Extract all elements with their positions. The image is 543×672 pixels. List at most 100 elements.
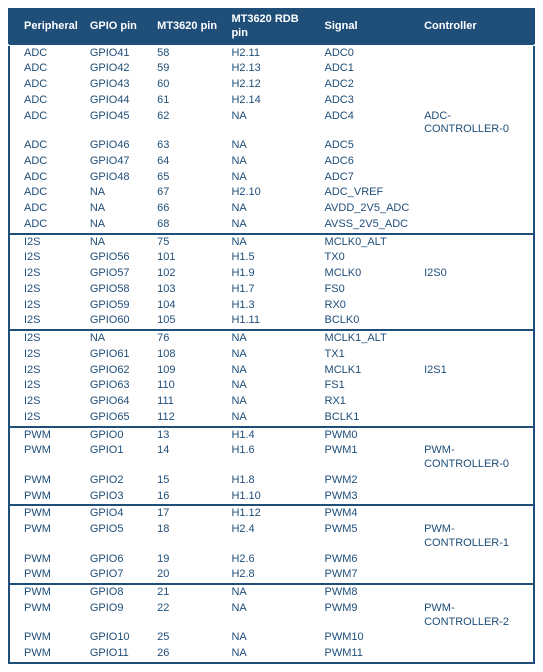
cell: ADC1 [319, 61, 419, 77]
cell [418, 646, 534, 663]
cell: I2S [9, 282, 84, 298]
cell: NA [84, 234, 151, 251]
cell: GPIO44 [84, 93, 151, 109]
cell: PWM-CONTROLLER-1 [418, 522, 534, 552]
cell: I2S [9, 266, 84, 282]
cell: GPIO11 [84, 646, 151, 663]
cell: 14 [151, 443, 225, 473]
cell: PWM [9, 427, 84, 444]
cell: 103 [151, 282, 225, 298]
cell: NA [225, 394, 318, 410]
cell: PWM [9, 567, 84, 584]
cell [418, 234, 534, 251]
table-row: PWMGPIO316H1.10PWM3 [9, 489, 534, 506]
cell: NA [225, 601, 318, 631]
cell: ADC [9, 138, 84, 154]
cell: I2S1 [418, 363, 534, 379]
cell: PWM [9, 601, 84, 631]
cell: 65 [151, 170, 225, 186]
cell: 20 [151, 567, 225, 584]
table-row: PWMGPIO417H1.12PWM4 [9, 505, 534, 522]
cell [418, 154, 534, 170]
cell: ADC2 [319, 77, 419, 93]
cell: H2.11 [225, 45, 318, 62]
cell: H1.9 [225, 266, 318, 282]
table-row: ADCNA68NAAVSS_2V5_ADC [9, 217, 534, 234]
cell: NA [84, 185, 151, 201]
cell: 105 [151, 313, 225, 330]
cell: MCLK1_ALT [319, 330, 419, 347]
cell: PWM8 [319, 584, 419, 601]
table-row: I2SGPIO59104H1.3RX0 [9, 298, 534, 314]
cell [418, 45, 534, 62]
cell: NA [225, 201, 318, 217]
cell: GPIO56 [84, 250, 151, 266]
cell: 60 [151, 77, 225, 93]
cell: 58 [151, 45, 225, 62]
table-row: PWMGPIO215H1.8PWM2 [9, 473, 534, 489]
cell: NA [225, 217, 318, 234]
cell: GPIO10 [84, 630, 151, 646]
cell: GPIO2 [84, 473, 151, 489]
cell: PWM [9, 646, 84, 663]
table-row: I2SGPIO65112NABCLK1 [9, 410, 534, 427]
cell: GPIO6 [84, 552, 151, 568]
cell [418, 250, 534, 266]
cell [418, 552, 534, 568]
cell: NA [225, 584, 318, 601]
cell: GPIO47 [84, 154, 151, 170]
cell: GPIO64 [84, 394, 151, 410]
cell: GPIO60 [84, 313, 151, 330]
cell: GPIO59 [84, 298, 151, 314]
col-signal: Signal [319, 9, 419, 45]
cell: NA [225, 363, 318, 379]
cell: I2S [9, 313, 84, 330]
cell: I2S [9, 330, 84, 347]
cell: PWM [9, 443, 84, 473]
table-row: I2SNA76NAMCLK1_ALT [9, 330, 534, 347]
cell: PWM10 [319, 630, 419, 646]
cell: BCLK0 [319, 313, 419, 330]
cell [418, 93, 534, 109]
cell [418, 77, 534, 93]
cell: AVSS_2V5_ADC [319, 217, 419, 234]
cell: GPIO7 [84, 567, 151, 584]
cell: ADC7 [319, 170, 419, 186]
cell: 62 [151, 109, 225, 139]
cell: H1.8 [225, 473, 318, 489]
cell: ADC6 [319, 154, 419, 170]
cell: 22 [151, 601, 225, 631]
cell: PWM3 [319, 489, 419, 506]
table-row: I2SGPIO63110NAFS1 [9, 378, 534, 394]
cell: H2.6 [225, 552, 318, 568]
cell: H2.14 [225, 93, 318, 109]
cell: 111 [151, 394, 225, 410]
cell: H2.10 [225, 185, 318, 201]
cell: GPIO63 [84, 378, 151, 394]
cell: 75 [151, 234, 225, 251]
cell: 64 [151, 154, 225, 170]
cell: NA [225, 170, 318, 186]
cell: PWM2 [319, 473, 419, 489]
cell: GPIO1 [84, 443, 151, 473]
cell [418, 347, 534, 363]
cell: GPIO61 [84, 347, 151, 363]
cell: PWM5 [319, 522, 419, 552]
cell: NA [225, 330, 318, 347]
cell: NA [84, 201, 151, 217]
cell: 102 [151, 266, 225, 282]
table-row: I2SGPIO56101H1.5TX0 [9, 250, 534, 266]
cell: PWM [9, 505, 84, 522]
cell: H1.4 [225, 427, 318, 444]
table-row: PWMGPIO821NAPWM8 [9, 584, 534, 601]
table-row: ADCGPIO4360H2.12ADC2 [9, 77, 534, 93]
cell: GPIO45 [84, 109, 151, 139]
cell: ADC4 [319, 109, 419, 139]
cell [418, 394, 534, 410]
cell: TX0 [319, 250, 419, 266]
cell: GPIO3 [84, 489, 151, 506]
cell [418, 378, 534, 394]
cell: ADC [9, 93, 84, 109]
cell: GPIO58 [84, 282, 151, 298]
table-row: ADCGPIO4562NAADC4ADC-CONTROLLER-0 [9, 109, 534, 139]
